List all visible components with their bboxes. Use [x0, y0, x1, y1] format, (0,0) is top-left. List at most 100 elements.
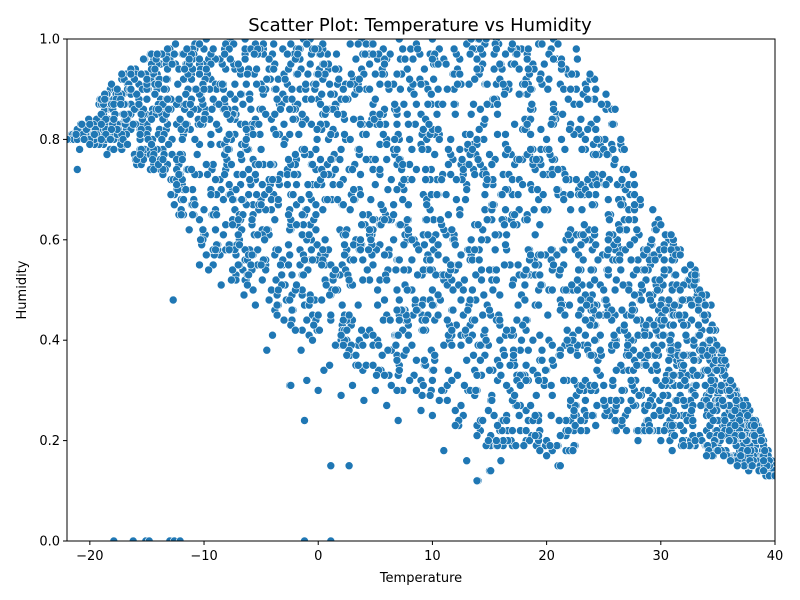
scatter-point — [375, 79, 385, 89]
scatter-point — [448, 305, 458, 315]
scatter-point — [280, 74, 290, 84]
scatter-point — [559, 376, 569, 385]
scatter-point — [472, 476, 482, 486]
scatter-point — [264, 295, 274, 305]
scatter-point — [242, 79, 251, 89]
scatter-point — [473, 155, 483, 164]
scatter-point — [181, 185, 191, 194]
scatter-point — [591, 150, 601, 159]
scatter-point — [182, 44, 192, 54]
scatter-point — [526, 130, 535, 139]
scatter-point — [228, 220, 237, 229]
scatter-point — [720, 416, 730, 425]
scatter-point — [599, 396, 609, 405]
scatter-point — [412, 305, 421, 315]
scatter-point — [348, 381, 357, 390]
scatter-point — [708, 416, 718, 425]
scatter-point — [747, 461, 757, 471]
scatter-point — [421, 315, 430, 325]
scatter-point — [665, 335, 675, 345]
scatter-point — [168, 295, 178, 305]
scatter-point — [186, 100, 195, 109]
scatter-point — [300, 416, 309, 425]
scatter-point — [695, 330, 704, 340]
scatter-point — [462, 355, 472, 365]
scatter-point — [569, 406, 579, 415]
y-tick-label: 1.0 — [39, 33, 60, 48]
scatter-point — [202, 39, 211, 44]
scatter-point — [222, 110, 232, 119]
scatter-point — [392, 285, 402, 295]
scatter-point — [482, 79, 492, 89]
scatter-point — [326, 461, 336, 471]
scatter-point — [726, 456, 735, 466]
scatter-point — [376, 200, 386, 209]
scatter-point — [228, 265, 237, 275]
scatter-point — [368, 360, 378, 370]
y-axis: 0.0 0.2 0.4 0.6 0.8 1.0 — [39, 33, 67, 550]
scatter-point — [418, 125, 428, 134]
scatter-point — [220, 94, 229, 104]
x-tick-label: 30 — [653, 549, 670, 564]
scatter-point — [402, 285, 412, 295]
scatter-point — [497, 190, 507, 199]
scatter-point — [107, 79, 116, 89]
scatter-point — [493, 421, 502, 430]
scatter-point — [418, 325, 428, 335]
scatter-point — [649, 320, 659, 330]
scatter-point — [592, 365, 602, 375]
scatter-point — [211, 175, 220, 184]
scatter-point — [617, 175, 627, 184]
scatter-point — [538, 190, 548, 199]
scatter-point — [147, 140, 156, 149]
scatter-point — [521, 426, 531, 435]
scatter-point — [256, 145, 266, 154]
scatter-point — [85, 120, 95, 129]
scatter-point — [178, 155, 187, 164]
scatter-point — [484, 436, 493, 445]
scatter-point — [353, 300, 363, 310]
scatter-point — [220, 49, 229, 59]
scatter-point — [526, 250, 535, 260]
scatter-point — [272, 310, 282, 320]
scatter-point — [574, 325, 583, 335]
scatter-point — [316, 155, 325, 164]
scatter-point — [592, 115, 602, 124]
scatter-point — [546, 245, 556, 255]
scatter-point — [187, 165, 196, 174]
scatter-point — [204, 265, 213, 275]
scatter-point — [398, 44, 408, 54]
scatter-point — [128, 536, 138, 541]
scatter-point — [526, 145, 535, 154]
scatter-point — [326, 130, 336, 139]
scatter-point — [485, 365, 494, 375]
scatter-point — [661, 305, 670, 315]
scatter-point — [180, 64, 189, 74]
scatter-point — [425, 255, 435, 265]
scatter-point — [319, 170, 329, 179]
scatter-point — [579, 220, 589, 229]
scatter-point — [544, 74, 554, 84]
scatter-point — [592, 401, 602, 410]
scatter-point — [549, 105, 558, 114]
scatter-point — [706, 376, 716, 385]
scatter-point — [471, 386, 481, 395]
scatter-point — [269, 64, 279, 74]
scatter-point — [545, 441, 555, 450]
scatter-point — [311, 79, 321, 89]
scatter-point — [366, 235, 376, 245]
scatter-point — [224, 245, 234, 255]
scatter-point — [541, 365, 550, 375]
scatter-point — [527, 100, 537, 109]
scatter-point — [202, 160, 211, 169]
scatter-point — [79, 135, 89, 144]
scatter-point — [641, 360, 651, 370]
scatter-point — [608, 145, 618, 154]
scatter-point — [583, 125, 593, 134]
scatter-point — [482, 215, 492, 224]
scatter-point — [477, 265, 486, 275]
scatter-point — [573, 285, 582, 295]
scatter-point — [542, 135, 551, 144]
scatter-point — [318, 205, 328, 214]
scatter-point — [269, 39, 279, 49]
